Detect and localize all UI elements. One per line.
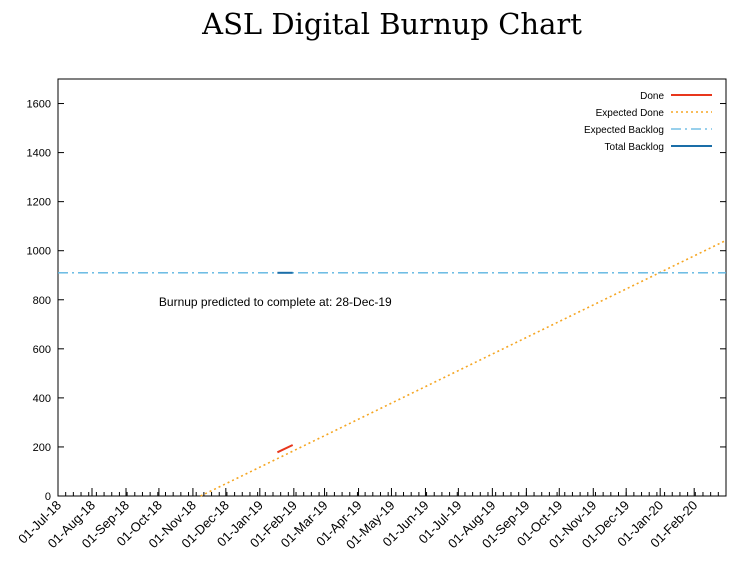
- y-axis: 0 200 400 600 800 1000 1200 1400 1600: [27, 99, 726, 503]
- plot-frame: [57, 78, 727, 497]
- y-tick-label: 600: [33, 344, 51, 356]
- x-axis: 01-Jul-1801-Aug-1801-Sep-1801-Oct-1801-N…: [15, 488, 719, 552]
- legend: Done Expected Done Expected Backlog Total B…: [584, 91, 712, 153]
- annotation-text: Burnup predicted to complete at: 28-Dec-…: [159, 295, 392, 309]
- y-tick-label: 1400: [27, 148, 51, 160]
- legend-label: Expected Done: [596, 108, 665, 119]
- annotation-layer: Burnup predicted to complete at: 28-Dec-…: [159, 295, 392, 309]
- y-tick-label: 200: [33, 442, 51, 454]
- y-tick-label: 400: [33, 393, 51, 405]
- series-line-expected-done: [200, 239, 727, 497]
- plot-border: [57, 78, 727, 497]
- y-tick-label: 1000: [27, 246, 51, 258]
- series-layer: [58, 239, 727, 497]
- y-tick-label: 800: [33, 295, 51, 307]
- legend-label: Total Backlog: [605, 142, 664, 153]
- chart-title: ASL Digital Burnup Chart: [201, 7, 582, 41]
- legend-label: Done: [640, 91, 664, 102]
- y-tick-label: 1200: [27, 197, 51, 209]
- y-tick-label: 1600: [27, 99, 51, 111]
- legend-label: Expected Backlog: [584, 125, 664, 136]
- y-tick-label: 0: [45, 491, 51, 503]
- series-line-done: [276, 444, 294, 454]
